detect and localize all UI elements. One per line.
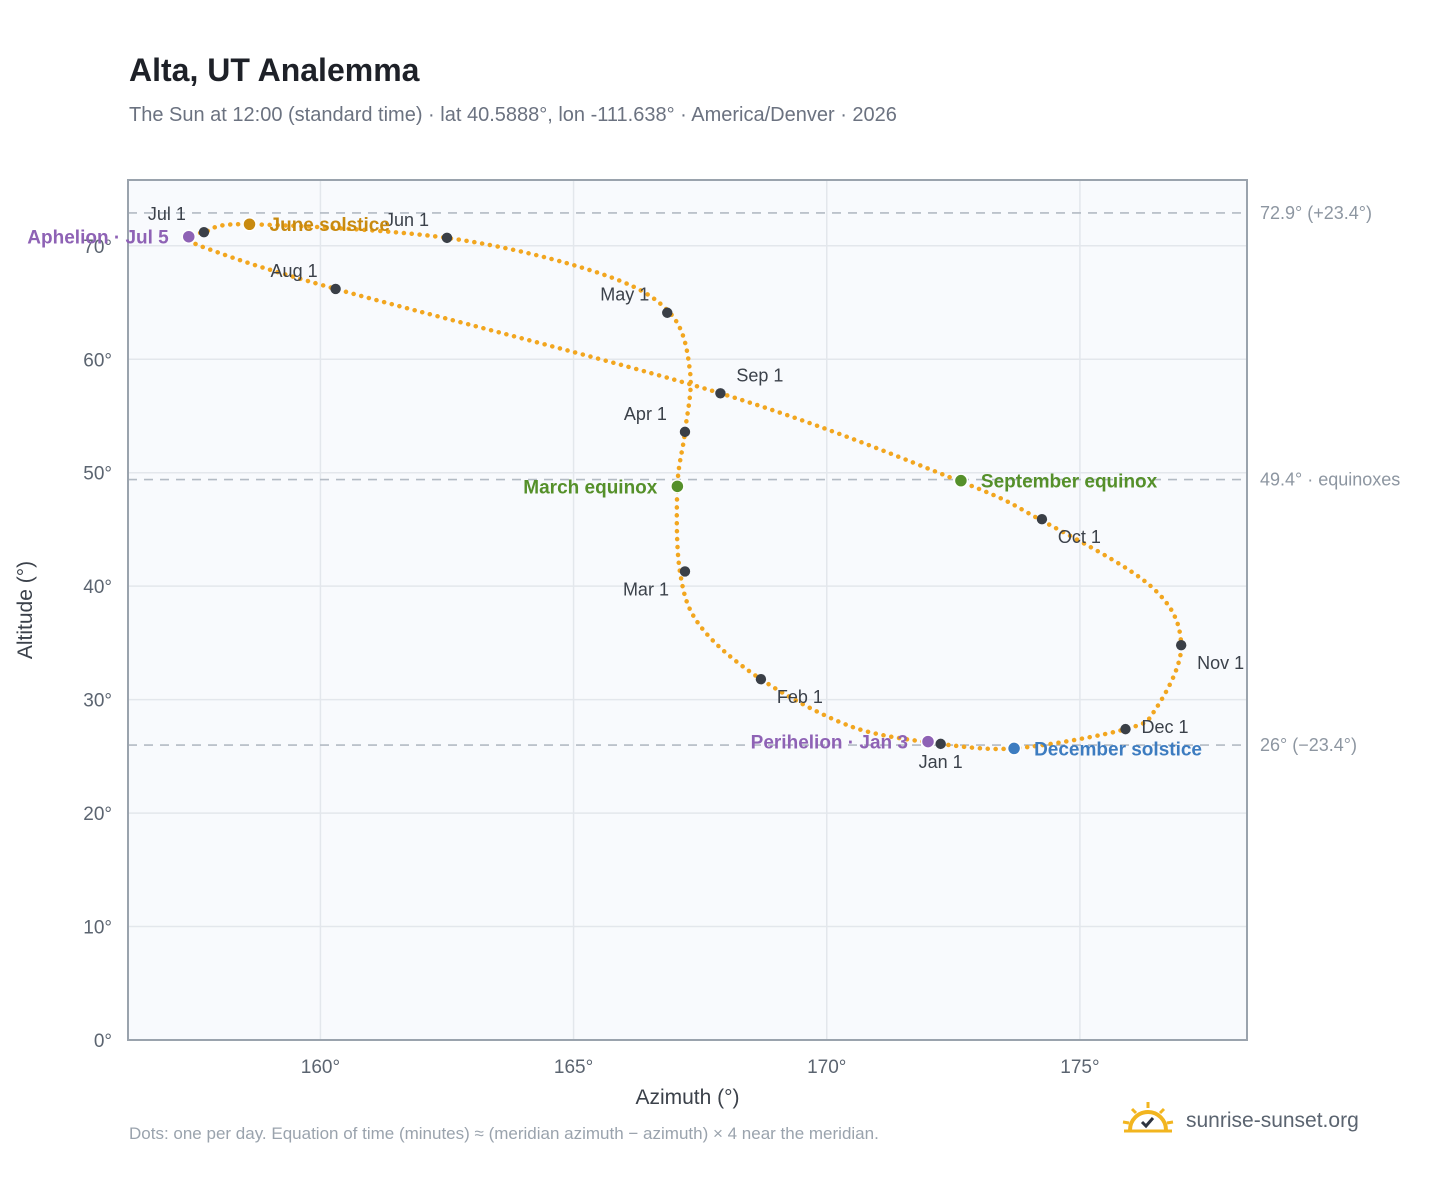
event-label: Perihelion · Jan 3: [751, 733, 908, 754]
month-marker-label: Dec 1: [1141, 717, 1188, 737]
month-marker-label: Jul 1: [148, 204, 186, 224]
month-marker-label: Jun 1: [385, 210, 429, 230]
x-tick-label: 165°: [554, 1057, 593, 1078]
event-marker: [1006, 741, 1022, 756]
reference-line-label: 49.4° · equinoxes: [1260, 470, 1400, 490]
y-tick-label: 20°: [83, 804, 112, 825]
event-marker: [242, 216, 257, 232]
y-tick-label: 50°: [83, 464, 112, 485]
brand[interactable]: sunrise-sunset.org: [1120, 1100, 1359, 1141]
y-axis-title: Altitude (°): [14, 561, 37, 659]
plot-frame: [127, 179, 1248, 1041]
month-marker-label: Nov 1: [1197, 653, 1244, 673]
month-marker-label: Feb 1: [777, 687, 823, 707]
x-axis-title: Azimuth (°): [635, 1086, 739, 1109]
event-marker: [181, 229, 197, 244]
month-marker: [1175, 639, 1187, 651]
month-marker-label: Oct 1: [1058, 527, 1101, 547]
month-marker: [330, 283, 341, 295]
y-tick-label: 0°: [94, 1031, 112, 1052]
y-tick-label: 30°: [83, 691, 112, 712]
month-marker-label: Aug 1: [271, 261, 318, 281]
month-marker: [755, 674, 767, 685]
event-marker: [920, 734, 936, 749]
event-label: September equinox: [981, 472, 1158, 493]
month-marker-label: May 1: [600, 285, 649, 305]
event-label: December solstice: [1034, 739, 1202, 760]
month-marker-label: Jan 1: [919, 752, 963, 772]
event-marker: [670, 479, 685, 494]
x-tick-label: 160°: [301, 1057, 340, 1078]
month-marker: [198, 226, 210, 238]
month-marker-label: Mar 1: [623, 579, 669, 599]
reference-line-label: 26° (−23.4°): [1260, 735, 1357, 755]
y-tick-label: 60°: [83, 350, 112, 371]
month-marker: [662, 307, 673, 318]
month-marker: [679, 566, 691, 577]
y-tick-label: 10°: [83, 918, 112, 939]
y-tick-label: 40°: [83, 577, 112, 598]
event-marker: [953, 473, 969, 488]
month-marker: [1036, 514, 1048, 525]
month-marker-label: Apr 1: [624, 404, 667, 424]
plot-area: [128, 180, 1247, 1040]
month-marker: [441, 232, 453, 244]
event-label: June solstice: [270, 215, 390, 236]
month-marker: [1120, 723, 1131, 735]
month-marker: [935, 738, 946, 750]
y-tick-label: 70°: [83, 237, 112, 258]
reference-line-label: 72.9° (+23.4°): [1260, 203, 1372, 223]
x-tick-label: 175°: [1060, 1057, 1099, 1078]
month-marker: [679, 426, 691, 438]
chart-title: Alta, UT Analemma: [129, 52, 420, 88]
event-label: March equinox: [523, 477, 658, 498]
chart-subtitle: The Sun at 12:00 (standard time) · lat 4…: [129, 104, 897, 126]
footnote: Dots: one per day. Equation of time (min…: [129, 1124, 879, 1143]
x-tick-label: 170°: [807, 1057, 846, 1078]
month-marker-label: Sep 1: [736, 365, 783, 385]
brand-name[interactable]: sunrise-sunset.org: [1186, 1108, 1359, 1132]
event-label: Aphelion · Jul 5: [27, 228, 169, 249]
sun-logo-icon: [1120, 1100, 1176, 1141]
month-marker: [715, 388, 726, 399]
